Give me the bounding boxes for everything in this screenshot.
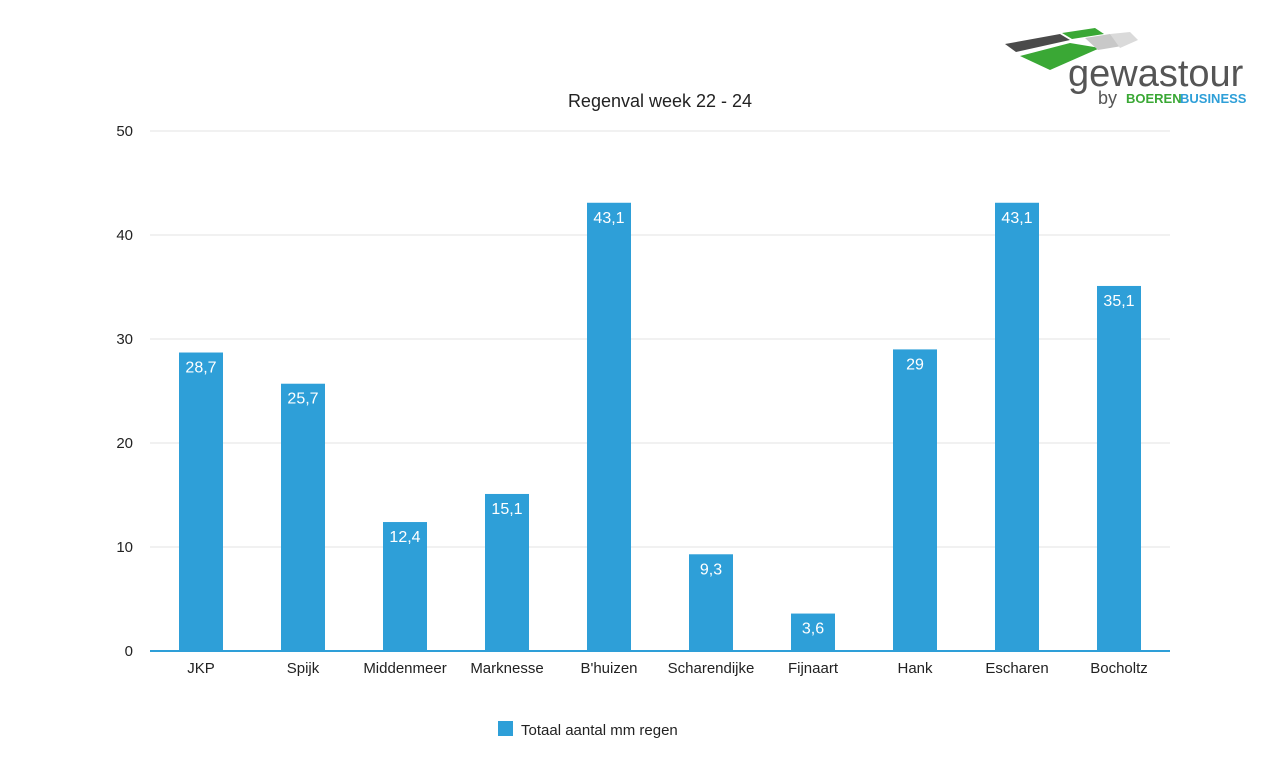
logo-by: by <box>1098 88 1117 108</box>
y-tick-label: 0 <box>125 643 133 660</box>
data-label: 43,1 <box>1001 210 1032 227</box>
bar <box>179 352 223 651</box>
logo-partner-part1: BOEREN <box>1126 91 1182 106</box>
logo-stripe-green <box>1020 43 1100 70</box>
logo-stripe-grey-2 <box>1110 32 1138 48</box>
data-labels: 28,7 25,7 12,4 15,1 43,1 9,3 3,6 29 43,1 35,1 <box>185 210 1134 638</box>
chart-title: Regenval week 22 - 24 <box>568 91 752 111</box>
logo-partner-part2: BUSINESS <box>1180 91 1247 106</box>
x-category-label: Bocholtz <box>1090 660 1148 677</box>
logo-stripe-dark <box>1005 34 1070 52</box>
x-category-label: Middenmeer <box>363 660 446 677</box>
y-tick-label: 40 <box>116 227 133 244</box>
x-category-label: Marknesse <box>470 660 543 677</box>
bar <box>383 522 427 651</box>
x-category-label: Scharendijke <box>668 660 755 677</box>
logo-stripe-grey-1 <box>1085 34 1122 50</box>
data-label: 28,7 <box>185 360 216 377</box>
bar <box>893 349 937 651</box>
x-category-label: Fijnaart <box>788 660 839 677</box>
data-label: 12,4 <box>389 529 420 546</box>
data-label: 43,1 <box>593 210 624 227</box>
x-category-label: Spijk <box>287 660 320 677</box>
data-label: 15,1 <box>491 501 522 518</box>
legend-label: Totaal aantal mm regen <box>521 722 678 739</box>
bar <box>995 202 1039 651</box>
bar <box>587 202 631 651</box>
data-label: 29 <box>906 356 924 373</box>
y-tick-label: 20 <box>116 435 133 452</box>
data-label: 35,1 <box>1103 293 1134 310</box>
bar <box>485 493 529 651</box>
data-label: 3,6 <box>802 621 824 638</box>
bars <box>179 202 1141 651</box>
y-tick-label: 50 <box>116 123 133 140</box>
y-tick-label: 30 <box>116 331 133 348</box>
bar <box>281 383 325 651</box>
y-tick-label: 10 <box>116 539 133 556</box>
x-category-label: B'huizen <box>580 660 637 677</box>
logo-name: gewastour <box>1068 53 1244 95</box>
legend-swatch <box>498 721 513 736</box>
x-axis-categories: JKP Spijk Middenmeer Marknesse B'huizen Schar… <box>187 660 1148 677</box>
bar <box>791 613 835 651</box>
bar <box>689 554 733 651</box>
x-category-label: Hank <box>897 660 933 677</box>
gewastour-logo: gewastour by BOEREN BUSINESS <box>1005 28 1247 108</box>
x-category-label: Escharen <box>985 660 1048 677</box>
x-category-label: JKP <box>187 660 215 677</box>
data-label: 9,3 <box>700 561 722 578</box>
legend: Totaal aantal mm regen <box>498 721 678 739</box>
logo-stripe-green-top <box>1062 28 1104 39</box>
bar <box>1097 285 1141 651</box>
data-label: 25,7 <box>287 391 318 408</box>
y-axis-ticks: 0 10 20 30 40 50 <box>116 123 133 660</box>
